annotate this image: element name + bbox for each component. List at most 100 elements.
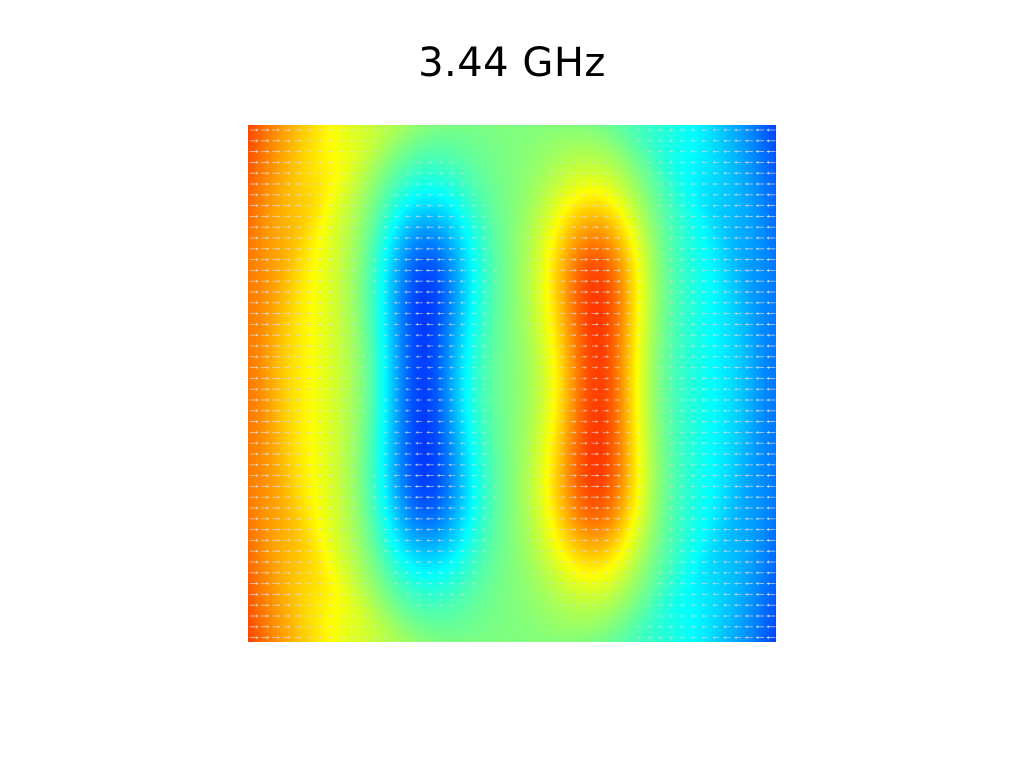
vector-arrow-glyph xyxy=(602,279,610,283)
vector-arrow-glyph xyxy=(602,236,610,240)
vector-arrow-glyph xyxy=(766,236,776,240)
vector-arrow-glyph xyxy=(766,506,776,510)
vector-arrow-glyph xyxy=(613,517,621,521)
vector-arrow-glyph xyxy=(669,268,675,272)
vector-arrow-glyph xyxy=(658,171,664,175)
vector-arrow-glyph xyxy=(766,171,776,175)
vector-arrow-glyph xyxy=(305,398,313,402)
vector-arrow-glyph xyxy=(548,355,554,359)
vector-arrow-glyph xyxy=(294,441,302,445)
vector-arrow-glyph xyxy=(669,517,675,521)
vector-arrow-glyph xyxy=(548,279,554,283)
vector-arrow-glyph xyxy=(350,139,356,143)
vector-arrow-glyph xyxy=(328,560,334,564)
vector-arrow-glyph xyxy=(755,366,765,370)
vector-arrow-glyph xyxy=(427,387,433,391)
vector-arrow-glyph xyxy=(755,430,765,434)
vector-arrow-glyph xyxy=(471,452,477,456)
vector-arrow-glyph xyxy=(537,214,543,218)
vector-arrow-glyph xyxy=(723,344,731,348)
vector-arrow-glyph xyxy=(569,528,577,532)
vector-arrow-glyph xyxy=(537,279,543,283)
vector-arrow-glyph xyxy=(569,517,577,521)
vector-arrow-glyph xyxy=(426,214,434,218)
vector-arrow-glyph xyxy=(658,614,664,618)
vector-arrow-glyph xyxy=(537,506,543,510)
vector-arrow-glyph xyxy=(669,420,675,424)
vector-arrow-glyph xyxy=(305,387,313,391)
vector-arrow-glyph xyxy=(755,322,765,326)
vector-arrow-glyph xyxy=(558,506,566,510)
vector-arrow-glyph xyxy=(548,571,554,575)
vector-arrow-glyph xyxy=(745,603,753,607)
vector-arrow-glyph xyxy=(602,290,610,294)
vector-arrow-glyph xyxy=(669,214,675,218)
vector-arrow-glyph xyxy=(603,398,609,402)
vector-arrow-glyph xyxy=(669,474,675,478)
vector-arrow-glyph xyxy=(537,268,543,272)
vector-arrow-glyph xyxy=(691,376,697,380)
vector-arrow-glyph xyxy=(658,592,664,596)
vector-arrow-glyph xyxy=(766,322,776,326)
vector-arrow-glyph xyxy=(701,636,709,640)
vector-arrow-glyph xyxy=(373,150,377,154)
vector-arrow-glyph xyxy=(680,538,686,542)
vector-arrow-glyph xyxy=(426,247,434,251)
vector-arrow-glyph xyxy=(437,517,445,521)
vector-arrow-glyph xyxy=(734,474,742,478)
vector-arrow-glyph xyxy=(613,258,621,262)
vector-arrow-glyph xyxy=(350,409,356,413)
vector-arrow-glyph xyxy=(669,409,675,413)
vector-arrow-glyph xyxy=(460,258,466,262)
vector-arrow-glyph xyxy=(559,236,565,240)
vector-arrow-glyph xyxy=(723,560,731,564)
vector-arrow-glyph xyxy=(755,560,765,564)
vector-arrow-glyph xyxy=(548,474,554,478)
vector-arrow-glyph xyxy=(437,236,445,240)
vector-arrow-glyph xyxy=(613,474,621,478)
vector-arrow-glyph xyxy=(548,420,554,424)
vector-arrow-glyph xyxy=(755,204,765,208)
vector-arrow-glyph xyxy=(305,366,313,370)
vector-arrow-glyph xyxy=(745,204,753,208)
vector-arrow-glyph xyxy=(712,582,720,586)
vector-arrow-glyph xyxy=(669,322,675,326)
vector-arrow-glyph xyxy=(483,355,487,359)
vector-arrow-glyph xyxy=(426,420,434,424)
vector-arrow-glyph xyxy=(482,506,488,510)
vector-arrow-glyph xyxy=(766,290,776,294)
vector-arrow-glyph xyxy=(658,150,664,154)
vector-arrow-glyph xyxy=(712,484,720,488)
vector-arrow-glyph xyxy=(604,603,608,607)
vector-arrow-glyph xyxy=(603,376,609,380)
vector-arrow-glyph xyxy=(712,420,720,424)
vector-arrow-glyph xyxy=(626,571,630,575)
vector-arrow-glyph xyxy=(482,268,488,272)
vector-arrow-glyph xyxy=(755,506,765,510)
vector-arrow-glyph xyxy=(723,290,731,294)
vector-arrow-glyph xyxy=(691,387,697,391)
vector-arrow-glyph xyxy=(328,376,334,380)
vector-arrow-glyph xyxy=(372,636,378,640)
vector-arrow-glyph xyxy=(712,128,720,132)
vector-arrow-glyph xyxy=(460,182,466,186)
vector-arrow-glyph xyxy=(448,268,456,272)
vector-arrow-glyph xyxy=(548,484,554,488)
vector-arrow-glyph xyxy=(691,182,697,186)
vector-arrow-glyph xyxy=(691,344,697,348)
vector-arrow-glyph xyxy=(537,236,543,240)
vector-arrow-glyph xyxy=(702,560,708,564)
vector-arrow-glyph xyxy=(328,182,334,186)
vector-arrow-glyph xyxy=(559,592,565,596)
vector-arrow-glyph xyxy=(745,312,753,316)
vector-arrow-glyph xyxy=(294,247,302,251)
vector-arrow-glyph xyxy=(766,344,776,348)
vector-arrow-glyph xyxy=(745,279,753,283)
vector-arrow-glyph xyxy=(249,582,259,586)
vector-arrow-glyph xyxy=(659,366,663,370)
vector-arrow-glyph xyxy=(636,225,642,229)
vector-arrow-glyph xyxy=(427,182,433,186)
vector-arrow-glyph xyxy=(317,193,323,197)
vector-arrow-glyph xyxy=(249,312,259,316)
vector-arrow-glyph xyxy=(305,139,313,143)
